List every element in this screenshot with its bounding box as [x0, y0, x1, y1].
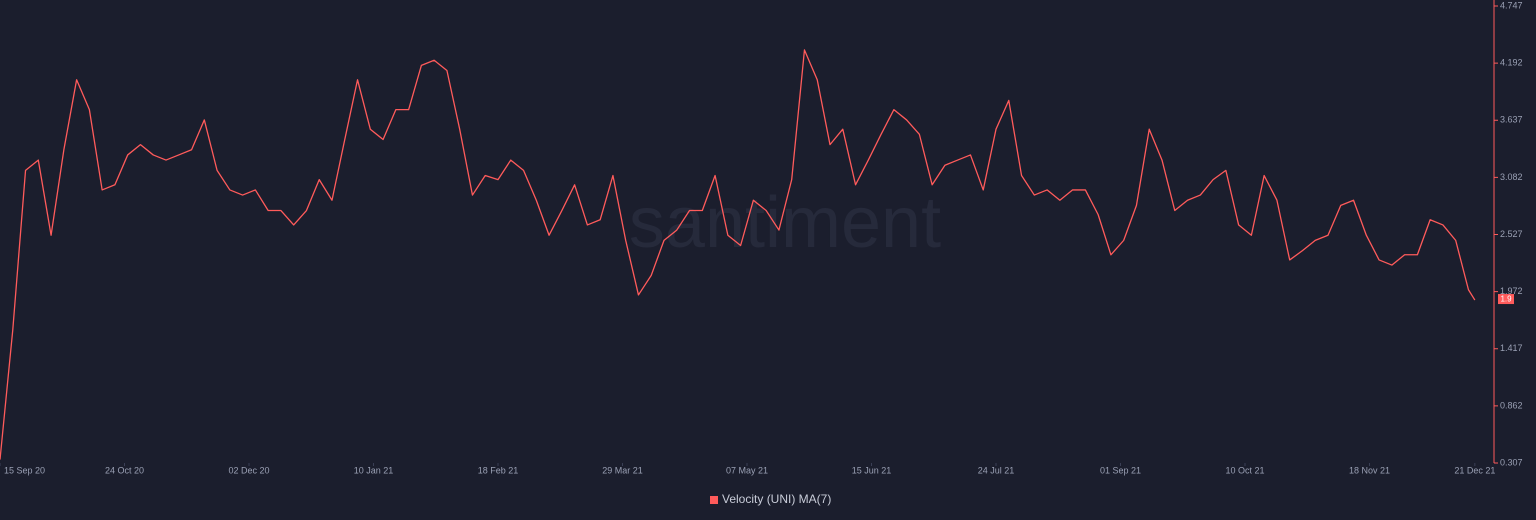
y-tick-label: 2.527: [1500, 229, 1523, 239]
x-tick-label: 24 Oct 20: [105, 465, 144, 475]
x-tick-label: 07 May 21: [726, 465, 768, 475]
x-tick-label: 18 Nov 21: [1349, 465, 1390, 475]
watermark: santiment: [629, 183, 941, 263]
legend-label: Velocity (UNI) MA(7): [722, 492, 831, 506]
x-tick-label: 15 Sep 20: [4, 465, 45, 475]
y-tick-label: 3.082: [1500, 172, 1523, 182]
y-tick-label: 3.637: [1500, 115, 1523, 125]
x-tick-label: 02 Dec 20: [228, 465, 269, 475]
x-tick-label: 15 Jun 21: [852, 465, 892, 475]
x-tick-label: 10 Jan 21: [354, 465, 394, 475]
x-tick-label: 10 Oct 21: [1225, 465, 1264, 475]
y-tick-label: 4.747: [1500, 0, 1523, 10]
x-tick-label: 29 Mar 21: [602, 465, 643, 475]
x-tick-label: 24 Jul 21: [978, 465, 1015, 475]
y-tick-label: 0.862: [1500, 400, 1523, 410]
current-value-label: 1.9: [1500, 295, 1512, 304]
x-tick-label: 18 Feb 21: [478, 465, 519, 475]
current-value-box: [1498, 294, 1514, 305]
x-tick-label: 21 Dec 21: [1454, 465, 1495, 475]
y-tick-label: 4.192: [1500, 58, 1523, 68]
legend-swatch: [710, 496, 718, 504]
y-tick-label: 1.972: [1500, 286, 1523, 296]
x-tick-label: 01 Sep 21: [1100, 465, 1141, 475]
y-tick-label: 0.307: [1500, 457, 1523, 467]
y-tick-label: 1.417: [1500, 343, 1523, 353]
line: [0, 49, 1476, 460]
